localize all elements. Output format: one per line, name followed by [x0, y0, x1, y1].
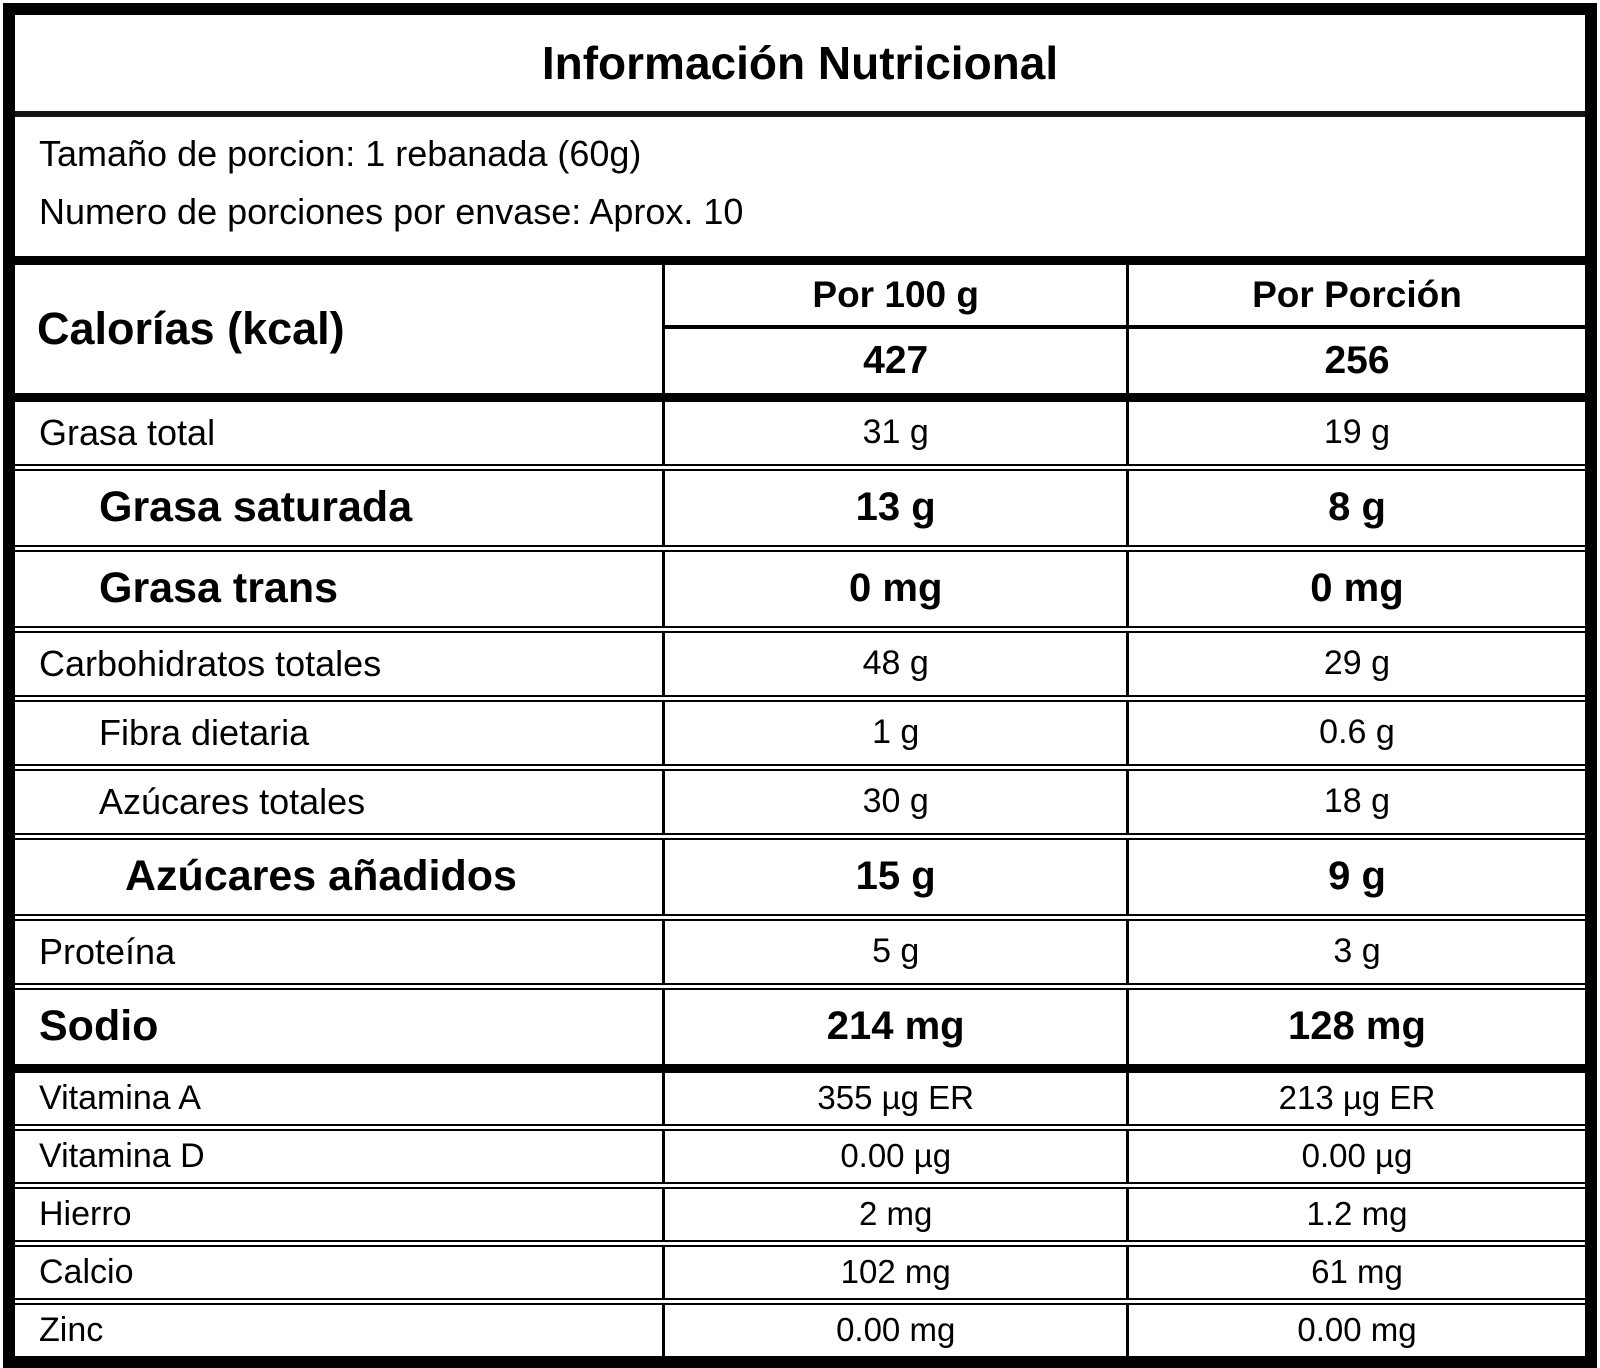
cell-name: Zinc	[39, 1310, 104, 1349]
cell-per-portion: 61 mg	[1125, 1243, 1591, 1305]
cell-name: Fibra dietaria	[9, 698, 664, 771]
row-carbohidratos-totales: Carbohidratos totales 48 g 29 g	[9, 629, 1591, 702]
cell-per-portion: 9 g	[1125, 836, 1591, 921]
cell-name: Carbohidratos totales	[9, 629, 664, 702]
cell-per-100g: 355 µg ER	[662, 1068, 1128, 1131]
row-grasa-saturada: Grasa saturada 13 g 8 g	[9, 467, 1591, 552]
row-zinc: Zinc 0.00 mg 0.00 mg	[9, 1301, 1591, 1362]
serving-size-line: Tamaño de porcion: 1 rebanada (60g)	[39, 133, 642, 174]
servings-per-container-line: Numero de porciones por envase: Aprox. 1…	[39, 191, 744, 233]
cell-name: Grasa total	[9, 397, 664, 471]
cell-per-100g: 48 g	[662, 629, 1128, 702]
cell-per-portion: 3 g	[1125, 917, 1591, 990]
row-fibra-dietaria: Fibra dietaria 1 g 0.6 g	[9, 698, 1591, 771]
row-sodio: Sodio 214 mg 128 mg	[9, 986, 1591, 1073]
cell-name: Sodio	[9, 986, 664, 1073]
cell-name: Proteína	[9, 917, 664, 990]
row-azucares-totales: Azúcares totales 30 g 18 g	[9, 767, 1591, 840]
cell-per-portion: 8 g	[1125, 467, 1591, 552]
cell-per-portion: 29 g	[1125, 629, 1591, 702]
cell-name: Hierro	[9, 1185, 664, 1247]
nutrition-table: Información Nutricional Tamaño de porcio…	[3, 3, 1597, 1368]
cell-per-100g: 30 g	[662, 767, 1128, 840]
serving-info-row: Tamaño de porcion: 1 rebanada (60g) Nume…	[9, 114, 1591, 265]
cell-name: Grasa trans	[9, 548, 664, 633]
calories-per-portion: 256	[1125, 326, 1591, 402]
cell-name: Vitamina D	[9, 1127, 664, 1189]
cell-per-portion: 18 g	[1125, 767, 1591, 840]
title-row: Información Nutricional	[9, 9, 1591, 117]
cell-name: Vitamina A	[9, 1068, 664, 1131]
cell-per-portion: 0.00 mg	[1125, 1301, 1591, 1362]
cell-per-100g: 5 g	[662, 917, 1128, 990]
serving-info: Tamaño de porcion: 1 rebanada (60g) Nume…	[9, 114, 1591, 265]
cell-per-100g: 31 g	[662, 397, 1128, 471]
row-grasa-total: Grasa total 31 g 19 g	[9, 397, 1591, 471]
row-hierro: Hierro 2 mg 1.2 mg	[9, 1185, 1591, 1247]
cell-per-portion: 213 µg ER	[1125, 1068, 1591, 1131]
column-header-per-portion: Por Porción	[1125, 260, 1591, 329]
cell-per-portion: 1.2 mg	[1125, 1185, 1591, 1247]
row-grasa-trans: Grasa trans 0 mg 0 mg	[9, 548, 1591, 633]
cell-per-100g: 0.00 µg	[662, 1127, 1128, 1189]
row-azucares-anadidos: Azúcares añadidos 15 g 9 g	[9, 836, 1591, 921]
row-proteina: Proteína 5 g 3 g	[9, 917, 1591, 990]
column-header-per-100g: Por 100 g	[662, 260, 1128, 329]
cell-per-100g: 214 mg	[662, 986, 1128, 1073]
cell-per-100g: 15 g	[662, 836, 1128, 921]
cell-per-portion: 0 mg	[1125, 548, 1591, 633]
cell-name: Grasa saturada	[9, 467, 664, 552]
page-title: Información Nutricional	[9, 9, 1591, 117]
cell-per-portion: 128 mg	[1125, 986, 1591, 1073]
calories-header-row: Calorías (kcal) Por 100 g Por Porción	[9, 260, 1591, 402]
calories-label: Calorías (kcal)	[9, 260, 664, 402]
cell-per-portion: 0.00 µg	[1125, 1127, 1591, 1189]
cell-name: Calcio	[9, 1243, 664, 1305]
calories-value-row: 427 256	[9, 326, 1591, 402]
cell-per-100g: 13 g	[662, 467, 1128, 552]
row-vitamina-a: Vitamina A 355 µg ER 213 µg ER	[9, 1068, 1591, 1131]
row-vitamina-d: Vitamina D 0.00 µg 0.00 µg	[9, 1127, 1591, 1189]
cell-name: Azúcares añadidos	[9, 836, 664, 921]
cell-per-portion: 19 g	[1125, 397, 1591, 471]
cell-per-100g: 0 mg	[662, 548, 1128, 633]
row-calcio: Calcio 102 mg 61 mg	[9, 1243, 1591, 1305]
cell-per-100g: 2 mg	[662, 1185, 1128, 1247]
cell-per-100g: 1 g	[662, 698, 1128, 771]
cell-name: Azúcares totales	[9, 767, 664, 840]
cell-per-100g: 0.00 mg	[662, 1301, 1128, 1362]
cell-per-portion: 0.6 g	[1125, 698, 1591, 771]
cell-per-100g: 102 mg	[662, 1243, 1128, 1305]
calories-per-100g: 427	[662, 326, 1128, 402]
